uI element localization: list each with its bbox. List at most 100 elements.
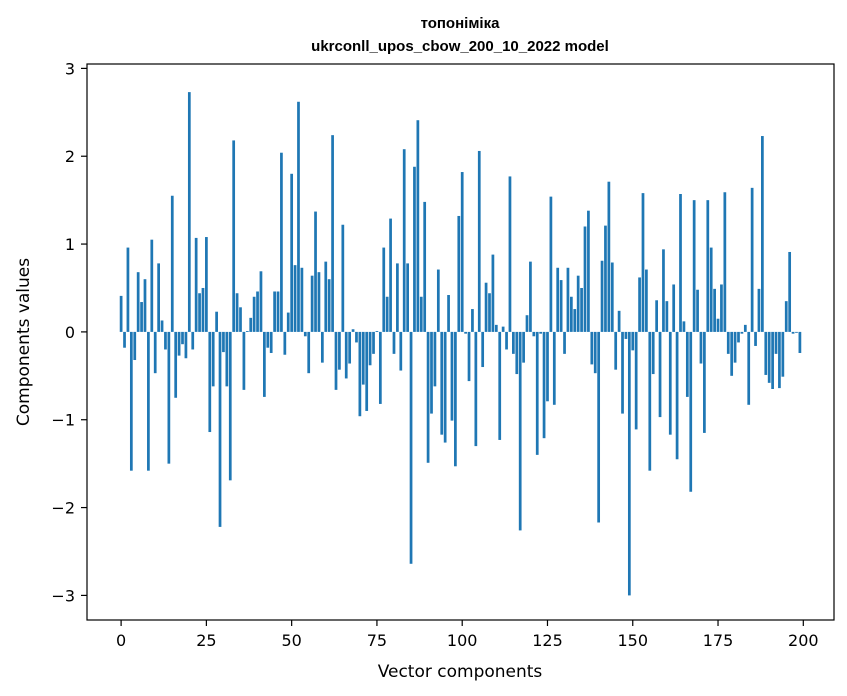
bar-8	[147, 331, 150, 471]
y-tick-label: 3	[65, 59, 75, 78]
bar-104	[474, 331, 478, 447]
bar-13	[164, 331, 167, 350]
bar-61	[327, 279, 331, 332]
bar-98	[454, 331, 457, 467]
bar-107	[484, 282, 488, 332]
bar-102	[467, 331, 471, 382]
bar-170	[699, 331, 703, 364]
bar-122	[535, 331, 539, 455]
bar-32	[228, 331, 232, 481]
bar-31	[225, 331, 229, 387]
bar-40	[256, 291, 259, 332]
bar-77	[382, 247, 386, 332]
x-tick-label: 100	[447, 631, 478, 650]
bar-86	[413, 166, 416, 332]
bar-67	[348, 331, 352, 364]
bar-89	[423, 201, 427, 332]
x-tick-label: 0	[116, 631, 126, 650]
x-tick-label: 200	[788, 631, 819, 650]
bar-53	[300, 267, 304, 332]
bar-1	[123, 331, 126, 348]
bar-133	[573, 309, 577, 332]
bar-183	[743, 324, 747, 332]
bar-54	[303, 331, 307, 337]
bar-173	[709, 247, 713, 332]
bar-7	[143, 279, 147, 332]
bar-74	[372, 331, 375, 354]
bar-91	[430, 331, 433, 414]
bar-20	[187, 92, 191, 332]
bar-130	[563, 331, 566, 354]
y-tick-label: −1	[51, 411, 75, 430]
bar-46	[276, 291, 280, 332]
bar-88	[419, 296, 423, 332]
bar-100	[460, 172, 464, 332]
x-tick-label: 75	[367, 631, 387, 650]
bar-99	[457, 215, 461, 332]
bar-187	[757, 288, 761, 332]
bar-2	[126, 247, 130, 332]
bar-128	[556, 267, 560, 332]
bar-37	[245, 331, 249, 332]
bar-90	[426, 331, 430, 463]
bar-158	[658, 331, 662, 418]
bar-80	[392, 331, 396, 354]
bar-188	[761, 136, 764, 332]
bar-141	[600, 260, 604, 332]
bar-147	[621, 331, 624, 414]
bar-3	[129, 331, 133, 471]
bar-28	[215, 311, 218, 332]
bar-112	[501, 326, 505, 332]
bar-149	[627, 331, 631, 596]
bar-19	[184, 331, 188, 359]
bar-71	[361, 331, 365, 385]
bar-33	[232, 140, 236, 332]
bar-41	[259, 271, 263, 332]
bar-109	[491, 254, 495, 332]
bar-24	[201, 287, 205, 332]
bar-184	[747, 331, 751, 405]
bar-75	[375, 331, 379, 332]
bar-65	[341, 224, 345, 332]
bar-179	[730, 331, 734, 376]
bar-16	[174, 331, 178, 398]
bar-4	[133, 331, 137, 361]
bar-85	[409, 331, 413, 564]
bar-18	[181, 331, 184, 345]
y-tick-label: 2	[65, 147, 75, 166]
bar-42	[263, 331, 266, 397]
bar-134	[576, 275, 580, 332]
bar-185	[750, 187, 754, 332]
bar-82	[399, 331, 403, 371]
bar-150	[631, 331, 635, 351]
bar-93	[436, 269, 440, 332]
bar-5	[136, 272, 140, 332]
bar-132	[569, 296, 573, 332]
bar-30	[222, 331, 225, 353]
x-ticks: 0 25 50 75 100 125 150 175 200	[116, 620, 819, 650]
bar-78	[385, 296, 389, 332]
bar-175	[716, 318, 720, 332]
bar-22	[194, 237, 198, 332]
bar-81	[396, 263, 399, 332]
bar-94	[440, 331, 444, 435]
bar-45	[273, 291, 276, 332]
bar-29	[218, 331, 222, 527]
bar-172	[706, 200, 710, 332]
bar-76	[378, 331, 382, 404]
bar-63	[334, 331, 338, 390]
bar-164	[679, 194, 682, 332]
bar-10	[153, 331, 157, 374]
bar-199	[798, 331, 802, 353]
bar-145	[614, 331, 618, 370]
bar-165	[682, 321, 686, 332]
bar-103	[471, 309, 474, 332]
bar-96	[447, 295, 450, 332]
bar-192	[774, 331, 778, 354]
bar-127	[552, 331, 556, 405]
bar-68	[351, 329, 355, 332]
bar-23	[198, 293, 201, 332]
bar-189	[764, 331, 768, 375]
bar-182	[740, 331, 744, 334]
